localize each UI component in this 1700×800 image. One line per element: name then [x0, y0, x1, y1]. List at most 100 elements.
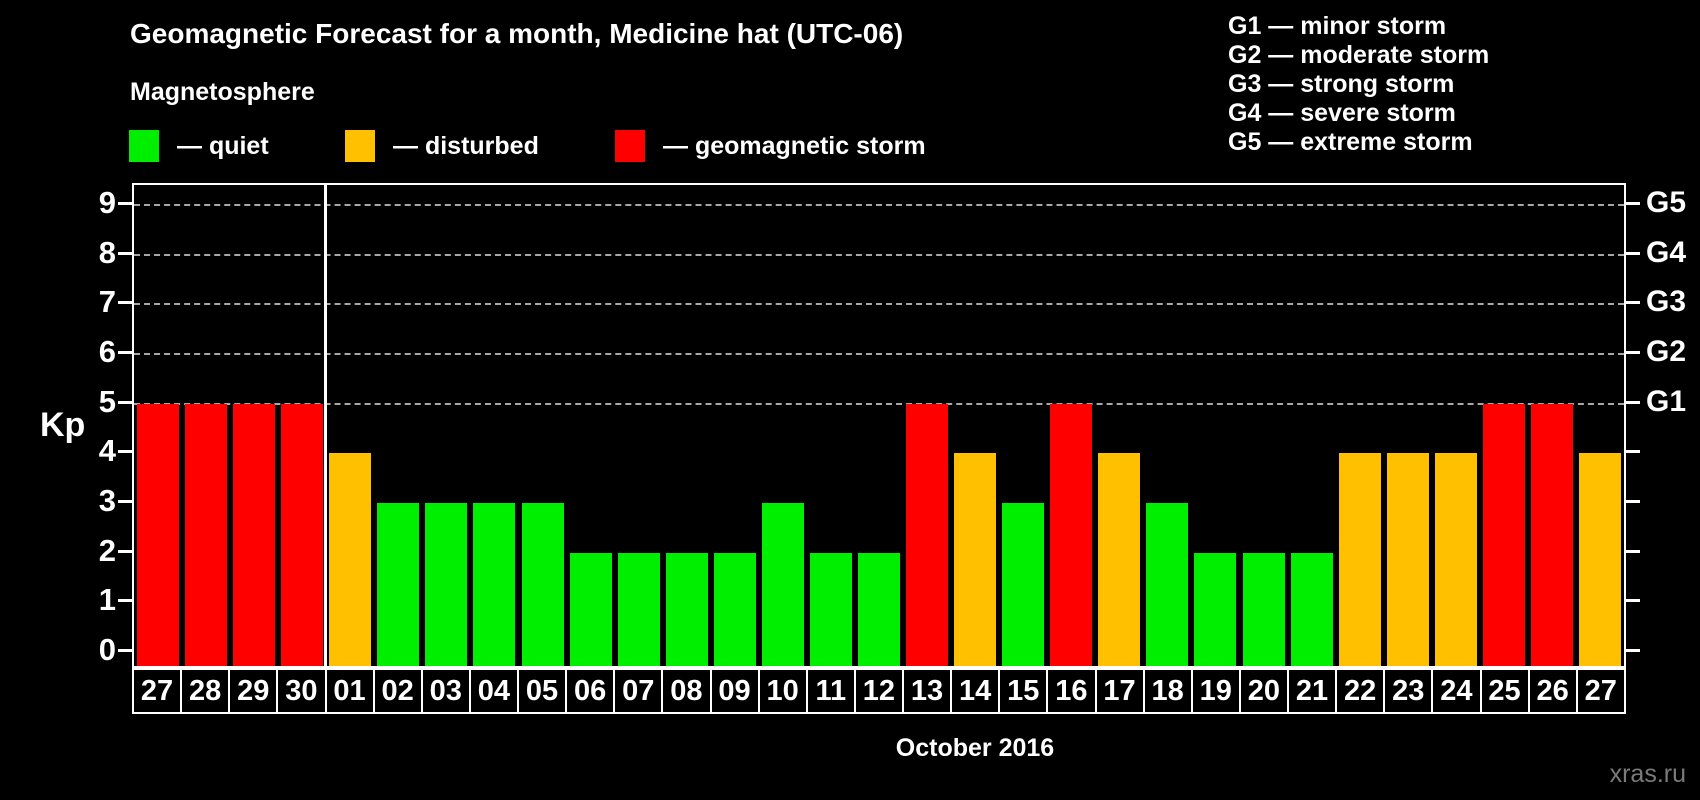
day-label-21: 21 [1287, 670, 1336, 712]
kp-bar-day-04 [473, 503, 516, 666]
storm-scale-line-g4: G4 — severe storm [1228, 99, 1456, 127]
day-label-24: 24 [1431, 670, 1480, 712]
y-tick-label-7: 7 [98, 284, 116, 320]
kp-bar-day-15 [1002, 503, 1045, 666]
left-tick-8 [118, 251, 132, 255]
day-label-10: 10 [757, 670, 806, 712]
kp-bar-day-14 [954, 453, 997, 666]
storm-scale-line-g3: G3 — strong storm [1228, 70, 1455, 98]
g-scale-axis-label-g3: G3 [1646, 285, 1687, 319]
right-tick-3 [1626, 500, 1640, 504]
kp-bar-day-22 [1338, 453, 1381, 666]
day-label-01: 01 [324, 670, 373, 712]
watermark: xras.ru [1609, 760, 1686, 788]
kp-bar-day-07 [617, 552, 660, 666]
left-tick-0 [118, 649, 132, 653]
y-tick-label-4: 4 [98, 433, 116, 469]
kp-bar-day-19 [1194, 552, 1237, 666]
day-label-27: 27 [134, 670, 181, 712]
y-axis-title: Kp [40, 406, 86, 444]
day-label-07: 07 [613, 670, 662, 712]
gridline-g2 [134, 352, 1624, 355]
gridline-g5 [134, 203, 1624, 206]
gridline-g4 [134, 253, 1624, 256]
right-tick-8 [1626, 251, 1640, 255]
day-label-29: 29 [228, 670, 277, 712]
kp-bar-day-11 [809, 552, 852, 666]
kp-bar-day-13 [906, 403, 949, 666]
kp-bar-day-06 [569, 552, 612, 666]
y-tick-label-8: 8 [98, 234, 116, 270]
disturbed-swatch [345, 130, 375, 162]
day-label-12: 12 [853, 670, 902, 712]
x-axis-title: October 2016 [895, 734, 1055, 762]
right-tick-0 [1626, 649, 1640, 653]
legend-label-quiet: — quiet [177, 131, 269, 160]
g-scale-axis-label-g2: G2 [1646, 334, 1687, 368]
kp-bar-day-29 [233, 403, 276, 666]
right-tick-6 [1626, 350, 1640, 354]
kp-bar-day-25 [1482, 403, 1525, 666]
legend-item-storm: — geomagnetic storm [615, 128, 926, 164]
y-tick-label-5: 5 [98, 383, 116, 419]
right-tick-7 [1626, 301, 1640, 305]
legend-label-storm: — geomagnetic storm [663, 131, 926, 160]
legend-item-quiet: — quiet [129, 128, 269, 164]
kp-bar-day-05 [521, 503, 564, 666]
y-tick-label-1: 1 [98, 582, 116, 618]
day-label-05: 05 [517, 670, 566, 712]
day-label-09: 09 [709, 670, 758, 712]
right-tick-1 [1626, 599, 1640, 603]
day-label-08: 08 [661, 670, 710, 712]
day-label-28: 28 [180, 670, 229, 712]
left-tick-2 [118, 549, 132, 553]
storm-scale-legend: G1 — minor storm G2 — moderate storm G3 — … [1228, 12, 1489, 157]
day-label-14: 14 [950, 670, 999, 712]
kp-bar-day-23 [1386, 453, 1429, 666]
storm-scale-line-g5: G5 — extreme storm [1228, 128, 1473, 156]
kp-bar-day-27 [137, 403, 180, 666]
gridline-g3 [134, 303, 1624, 306]
kp-bar-day-18 [1146, 503, 1189, 666]
kp-bar-day-10 [761, 503, 804, 666]
day-label-18: 18 [1142, 670, 1191, 712]
chart-title: Geomagnetic Forecast for a month, Medici… [130, 18, 904, 49]
kp-bar-day-27 [1578, 453, 1621, 666]
kp-bar-day-02 [377, 503, 420, 666]
y-tick-label-3: 3 [98, 483, 116, 519]
left-tick-4 [118, 450, 132, 454]
day-label-06: 06 [565, 670, 614, 712]
g-scale-axis-label-g1: G1 [1646, 384, 1687, 418]
kp-bar-day-28 [185, 403, 228, 666]
kp-bar-day-21 [1290, 552, 1333, 666]
day-label-22: 22 [1335, 670, 1384, 712]
day-axis: 27 28 29 30 01 02 03 04 05 06 07 08 09 10 11 12 13 14 15 16… [132, 668, 1626, 714]
right-tick-2 [1626, 549, 1640, 553]
y-tick-label-6: 6 [98, 333, 116, 369]
day-label-17: 17 [1094, 670, 1143, 712]
day-label-15: 15 [998, 670, 1047, 712]
left-tick-3 [118, 500, 132, 504]
day-label-11: 11 [805, 670, 854, 712]
day-label-23: 23 [1383, 670, 1432, 712]
kp-bar-day-16 [1050, 403, 1093, 666]
left-tick-5 [118, 400, 132, 404]
magnetosphere-subtitle: Magnetosphere [130, 78, 315, 106]
month-separator-line [324, 185, 328, 666]
g-scale-axis-label-g5: G5 [1646, 185, 1687, 219]
day-label-03: 03 [420, 670, 469, 712]
left-tick-6 [118, 350, 132, 354]
day-label-30: 30 [276, 670, 325, 712]
kp-bar-day-12 [858, 552, 900, 666]
legend-label-disturbed: — disturbed [393, 131, 539, 160]
left-tick-7 [118, 301, 132, 305]
day-label-19: 19 [1190, 670, 1239, 712]
day-label-26: 26 [1527, 670, 1576, 712]
y-tick-label-0: 0 [98, 632, 116, 668]
day-label-13: 13 [902, 670, 951, 712]
right-tick-9 [1626, 201, 1640, 205]
day-label-16: 16 [1046, 670, 1095, 712]
kp-bar-day-17 [1098, 453, 1141, 666]
kp-bar-day-30 [281, 403, 324, 666]
day-label-20: 20 [1238, 670, 1287, 712]
